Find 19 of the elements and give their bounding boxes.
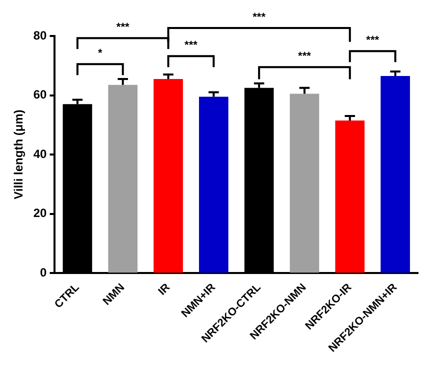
bar [380, 76, 410, 273]
y-axis-title: Villi length (μm) [12, 110, 26, 200]
annotation: *** [184, 40, 198, 52]
y-tick-label: 20 [33, 206, 48, 220]
annotation: *** [366, 34, 380, 47]
text: *** [116, 22, 130, 34]
bar [335, 120, 365, 273]
y-tick-label: 60 [33, 88, 48, 102]
y-tick-label: 80 [33, 28, 48, 42]
bar [199, 96, 228, 273]
annotation: * [98, 48, 104, 60]
bar [108, 84, 138, 273]
y-tick-label: 0 [40, 265, 48, 280]
text: *** [252, 12, 266, 24]
bar [290, 94, 320, 273]
bar [154, 78, 183, 273]
x-tick-label: IR [156, 281, 173, 298]
annotation: *** [298, 50, 312, 63]
y-tick-label: 40 [33, 146, 48, 161]
